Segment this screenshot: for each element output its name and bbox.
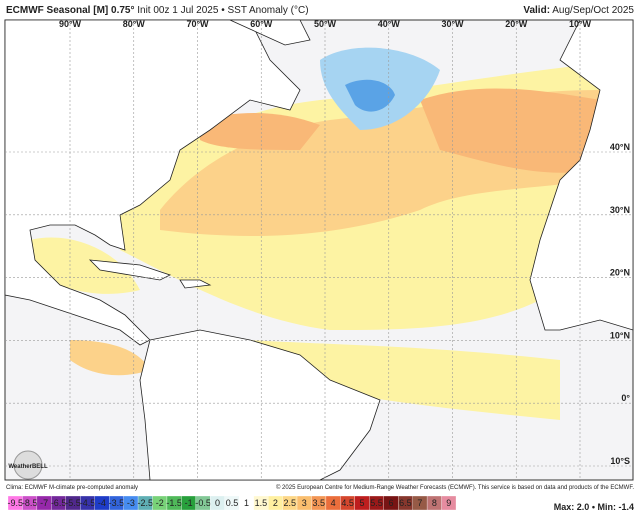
max-label: Max: 2.0	[554, 502, 590, 512]
title-rest: Init 00z 1 Jul 2025 • SST Anomaly (°C)	[137, 5, 308, 16]
lon-label: 70°W	[186, 19, 209, 29]
lat-label: 0°	[621, 393, 630, 403]
legend-label: 1	[244, 498, 249, 508]
legend-label: 3	[302, 498, 307, 508]
legend-label: -4.5	[80, 498, 96, 508]
legend-label: -9.5	[7, 498, 23, 508]
lat-label: 40°N	[610, 142, 630, 152]
legend-label: 7	[417, 498, 422, 508]
lon-label: 90°W	[59, 19, 82, 29]
graticule: 90°W 80°W 70°W 60°W 50°W 40°W 30°W 20°W 10°W 40°N…	[5, 19, 633, 480]
lat-label: 20°N	[610, 268, 630, 278]
land	[4, 19, 634, 481]
max-min: Max: 2.0 • Min: -1.4	[554, 502, 634, 512]
legend-label: 2	[273, 498, 278, 508]
legend-label: 8	[432, 498, 437, 508]
legend-label: 9	[446, 498, 451, 508]
legend-label: -2	[156, 498, 164, 508]
legend-label: 3.5	[312, 498, 325, 508]
lat-label: 30°N	[610, 205, 630, 215]
legend-label: -7	[40, 498, 48, 508]
min-label: Min: -1.4	[597, 502, 634, 512]
title-bold: ECMWF Seasonal [M] 0.75°	[6, 5, 134, 16]
legend-label: 5.5	[370, 498, 383, 508]
lon-label: 50°W	[314, 19, 337, 29]
lon-label: 20°W	[505, 19, 528, 29]
lon-label: 80°W	[123, 19, 146, 29]
lon-label: 10°W	[569, 19, 592, 29]
logo: WeatherBELL	[8, 450, 48, 480]
legend-label: -6.5	[51, 498, 67, 508]
legend-label: 1.5	[255, 498, 268, 508]
lon-label: 40°W	[378, 19, 401, 29]
clima-note: Clima: ECMWF M-climate pre-computed anom…	[6, 485, 138, 491]
legend-label: -1.5	[166, 498, 182, 508]
legend-label: -2.5	[138, 498, 154, 508]
legend-label: 0	[215, 498, 220, 508]
valid: Valid: Aug/Sep/Oct 2025	[523, 5, 634, 16]
copyright: © 2025 European Centre for Medium-Range …	[276, 484, 634, 491]
legend-label: 6.5	[399, 498, 412, 508]
lat-label: 10°S	[610, 456, 630, 466]
color-legend: -9.5-8.5 -7 -6.5-5.5-4.5 -4 -3.5 -3 -2.5 -2 -1.5…	[7, 495, 457, 511]
legend-label: 4.5	[341, 498, 354, 508]
valid-bold: Valid:	[523, 5, 550, 16]
lon-label: 60°W	[250, 19, 273, 29]
legend-label: -8.5	[22, 498, 38, 508]
lat-label: 10°N	[610, 330, 630, 340]
legend-label: -0.5	[195, 498, 211, 508]
legend-label: 2.5	[284, 498, 297, 508]
legend-label: 5	[360, 498, 365, 508]
legend-label: -5.5	[65, 498, 81, 508]
title: ECMWF Seasonal [M] 0.75° Init 00z 1 Jul …	[6, 5, 309, 16]
legend-label: 0.5	[226, 498, 239, 508]
legend-label: -4	[98, 498, 106, 508]
legend-label: 6	[388, 498, 393, 508]
legend-label: -3.5	[109, 498, 125, 508]
legend-label: 4	[331, 498, 336, 508]
map: 90°W 80°W 70°W 60°W 50°W 40°W 30°W 20°W 10°W 40°N…	[4, 19, 634, 481]
lon-label: 30°W	[441, 19, 464, 29]
legend-label: -3	[127, 498, 135, 508]
logo-text: WeatherBELL	[8, 464, 48, 470]
valid-rest: Aug/Sep/Oct 2025	[552, 5, 634, 16]
legend-swatch	[441, 495, 457, 511]
legend-label: -1	[185, 498, 193, 508]
